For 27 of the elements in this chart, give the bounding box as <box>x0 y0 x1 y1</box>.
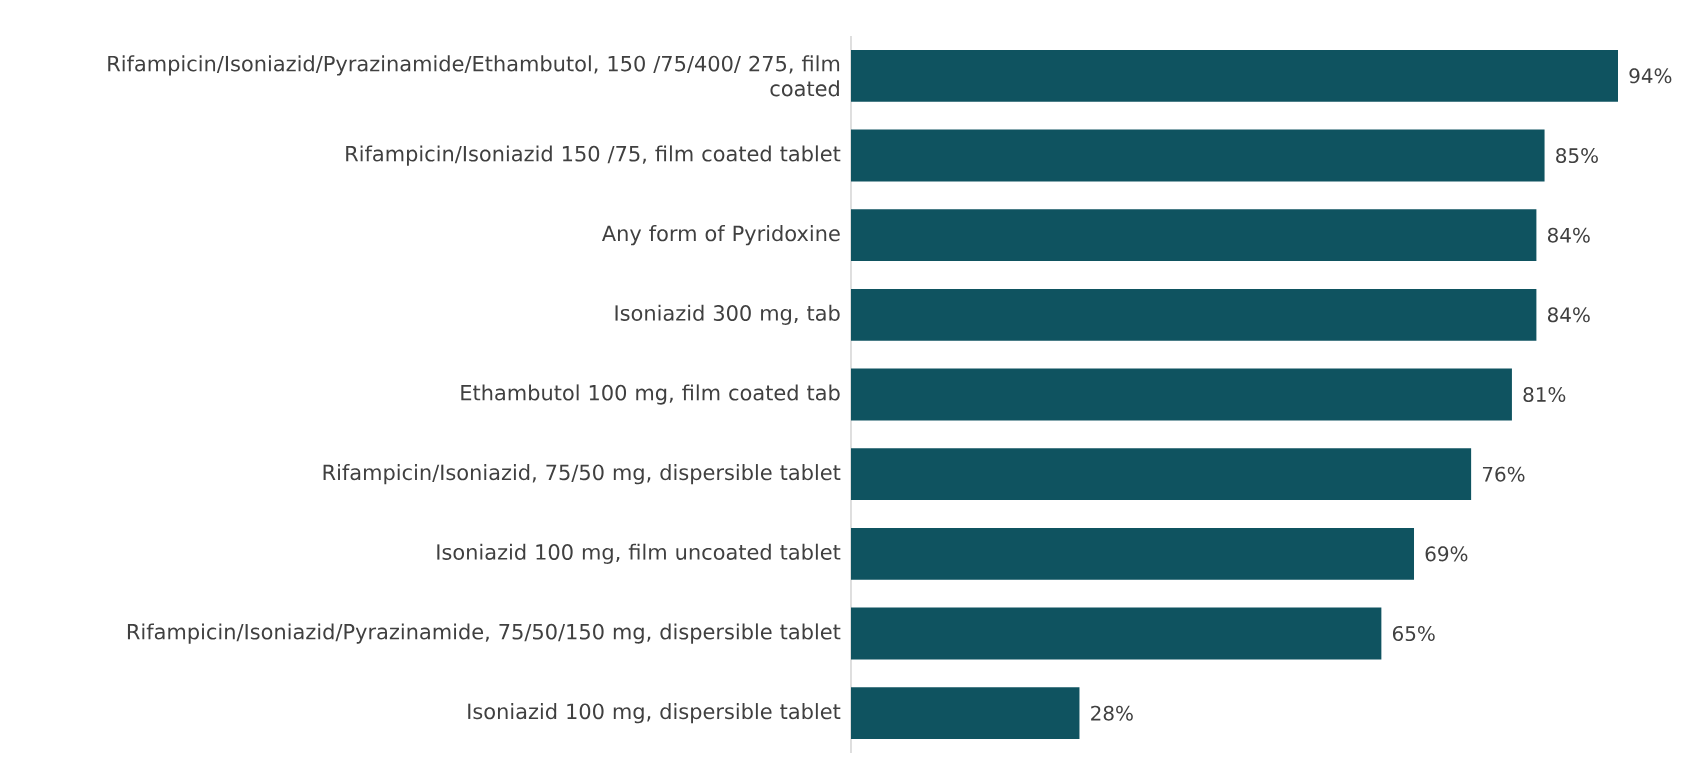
bar <box>851 527 1415 580</box>
y-tick-label: Rifampicin/Isoniazid/Pyrazinamide, 75/50/150 mg, dispersible tablet <box>127 623 841 644</box>
data-label: 84% <box>1547 307 1590 323</box>
bar <box>851 49 1618 102</box>
data-label: 65% <box>1392 625 1435 642</box>
y-tick-label: Isoniazid 100 mg, film uncoated tablet <box>437 543 841 564</box>
y-tick-label: Any form of Pyridoxine <box>601 225 840 246</box>
bar <box>851 129 1545 182</box>
y-tick-label: Ethambutol 100 mg, film coated tab <box>461 384 840 405</box>
data-label: 84% <box>1547 227 1590 243</box>
data-label: 94% <box>1629 68 1672 84</box>
bar <box>851 368 1512 421</box>
y-tick-label: Isoniazid 300 mg, tab <box>615 304 840 325</box>
data-label: 85% <box>1556 147 1598 164</box>
y-tick-label: Rifampicin/Isoniazid, 75/50 mg, dispersible tablet <box>323 464 841 485</box>
y-tick-label: Rifampicin/Isoniazid/Pyrazinamide/Ethambutol, 150 /75/400/ 275, film coated <box>108 55 840 97</box>
data-label: 69% <box>1425 546 1468 562</box>
bar <box>851 607 1382 660</box>
y-tick-label: Isoniazid 100 mg, dispersible tablet <box>468 703 841 724</box>
data-label: 28% <box>1091 705 1133 721</box>
data-label: 76% <box>1482 466 1525 482</box>
y-tick-label: Rifampicin/Isoniazid 150 /75, film coated tablet <box>346 145 841 166</box>
data-label: 81% <box>1523 386 1566 403</box>
bar <box>851 687 1080 740</box>
bar <box>851 448 1472 501</box>
bar <box>851 288 1537 341</box>
bar <box>851 209 1537 262</box>
